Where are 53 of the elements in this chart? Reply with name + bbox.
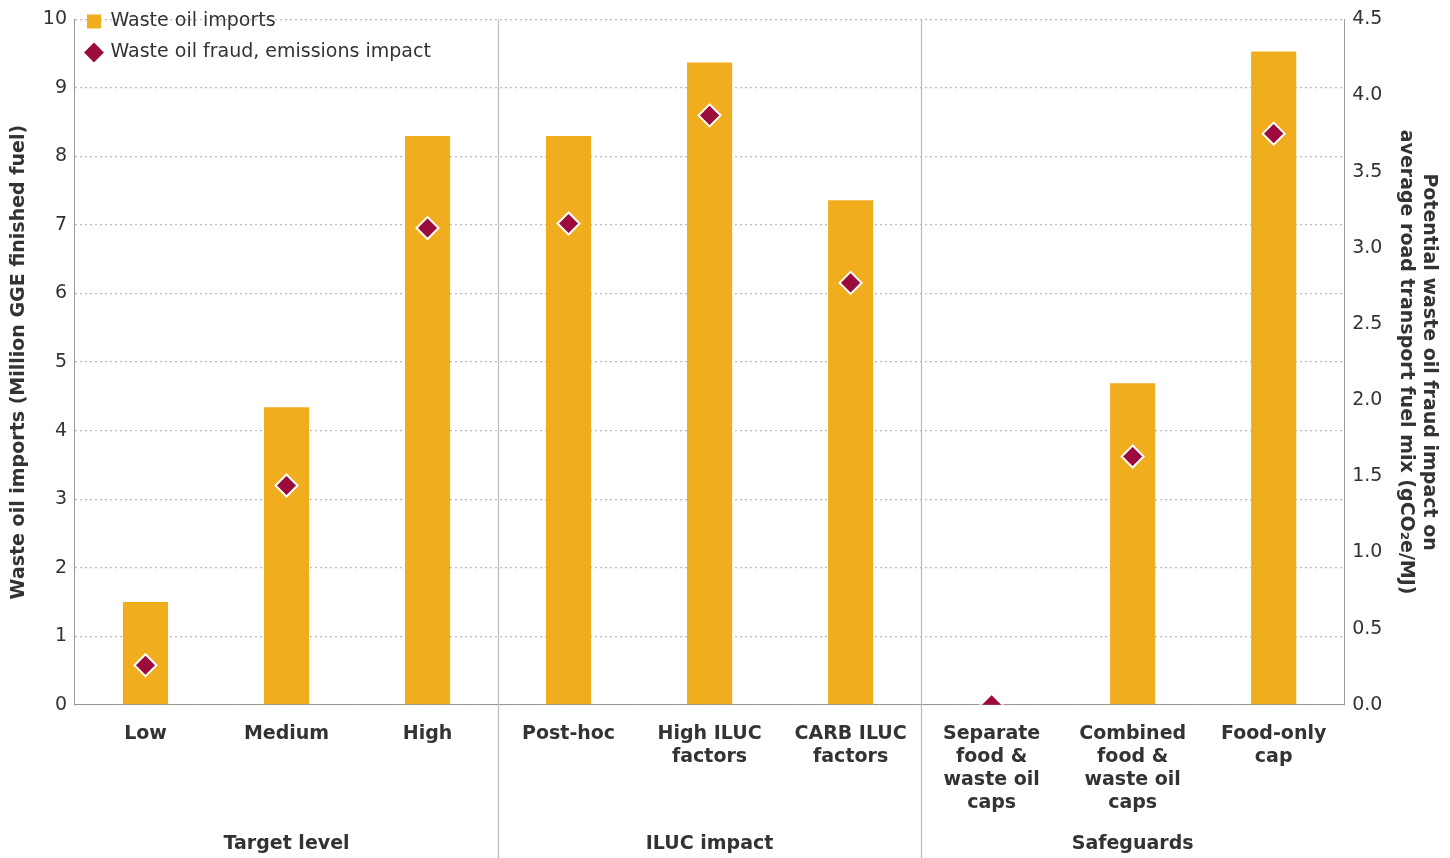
y-tick-label: 8: [54, 143, 67, 166]
bar: [263, 407, 310, 705]
x-tick-label: CARB ILUC factors: [794, 721, 907, 766]
x-tick-label: Separate food & waste oil caps: [943, 721, 1041, 812]
text: Target level: [223, 830, 350, 853]
y-tick-label: 6: [54, 280, 67, 303]
x-tick-label: Low: [124, 721, 167, 744]
y2-tick-label: 3.5: [1352, 158, 1383, 181]
bar: [1251, 51, 1297, 705]
y-tick-label: 3: [54, 486, 67, 509]
x-tick-label: Combined food & waste oil caps: [1079, 721, 1187, 812]
x-tick-label: Medium: [243, 721, 330, 744]
y2-tick-label: 4.0: [1352, 82, 1383, 105]
text: ILUC impact: [645, 830, 774, 853]
x-tick-label: Food-only cap: [1221, 721, 1327, 766]
y-tick-label: 5: [54, 349, 67, 372]
bar: [1110, 383, 1156, 705]
bar: [404, 135, 451, 705]
y-tick-label: 2: [54, 554, 67, 577]
point: [1261, 121, 1286, 146]
y2-axis-title: Potential waste oil fraud impact on average road transport fuel mix (gCO₂e/MJ): [1396, 129, 1442, 595]
y2-tick-label: 1.0: [1352, 539, 1383, 562]
y-tick-label: 10: [42, 6, 67, 29]
point: [415, 216, 440, 241]
point: [838, 270, 863, 295]
point: [274, 473, 299, 498]
y2-tick-label: 3.0: [1352, 234, 1383, 257]
y2-tick-label: 0.0: [1352, 691, 1383, 714]
point: [697, 103, 722, 128]
y-tick-label: 4: [54, 417, 67, 440]
legend-label: Waste oil fraud, emissions impact: [110, 39, 431, 62]
y-tick-label: 0: [54, 691, 67, 714]
bar: [828, 200, 874, 705]
text: Safeguards: [1071, 830, 1194, 853]
y2-tick-label: 2.5: [1352, 310, 1383, 333]
y2-tick-label: 2.0: [1352, 387, 1383, 410]
point: [1120, 444, 1145, 469]
y-tick-label: 9: [54, 74, 67, 97]
y-axis-title: Waste oil imports (Million GGE finished fuel): [6, 124, 29, 600]
point: [133, 653, 158, 678]
point: [556, 211, 581, 236]
bar: [687, 62, 733, 705]
legend-label: Waste oil imports: [110, 8, 276, 31]
x-tick-label: Post-hoc: [522, 721, 616, 744]
bar: [545, 135, 592, 705]
bar: [122, 601, 169, 705]
y2-tick-label: 1.5: [1352, 463, 1383, 486]
y2-tick-label: 0.5: [1352, 615, 1383, 638]
x-tick-label: High ILUC factors: [657, 721, 762, 766]
x-tick-label: High: [402, 721, 453, 744]
y2-tick-label: 4.5: [1352, 6, 1383, 29]
y-tick-label: 7: [54, 211, 67, 234]
y-tick-label: 1: [54, 623, 67, 646]
